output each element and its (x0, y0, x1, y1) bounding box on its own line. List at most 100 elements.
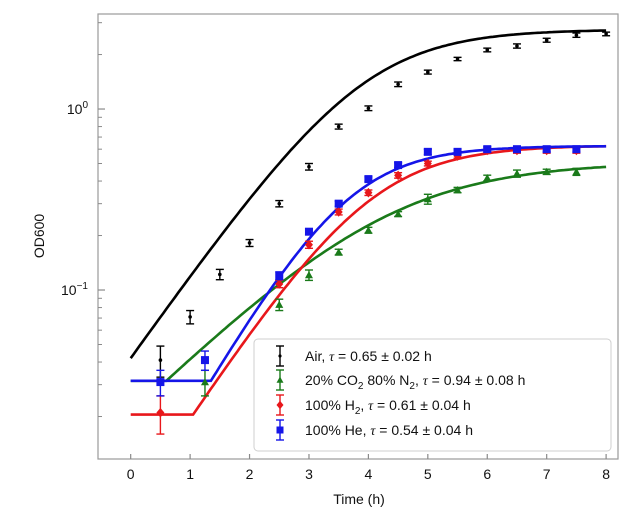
legend-air-value: = 0.65 ± 0.02 h (334, 348, 432, 364)
marker-triangle (542, 167, 551, 175)
marker-triangle (304, 271, 313, 279)
legend-marker-shape (276, 426, 284, 434)
data-point (275, 199, 284, 208)
data-point (394, 210, 403, 218)
data-point (394, 161, 403, 170)
marker-dot (158, 358, 163, 362)
data-point (542, 167, 551, 176)
marker-dot (574, 33, 579, 37)
legend-h2-value: = 0.61 ± 0.04 h (373, 397, 471, 413)
y-tick-label: 100 (67, 100, 89, 117)
legend-marker-triangle (276, 369, 284, 391)
data-point (364, 105, 373, 112)
data-point (394, 81, 403, 88)
fit-curve-air (129, 29, 607, 359)
marker-triangle (334, 248, 343, 256)
legend-co2-tau: τ (423, 374, 429, 389)
marker-diamond (394, 170, 403, 181)
marker-triangle (483, 173, 492, 182)
fit-curves (129, 29, 607, 416)
legend-n2-label: 80% N (363, 372, 409, 388)
marker-square (364, 175, 373, 184)
marker-square (572, 145, 581, 154)
marker-diamond (334, 207, 343, 217)
data-point (483, 145, 492, 154)
data-point (423, 147, 432, 156)
marker-triangle (275, 300, 284, 308)
marker-dot (604, 32, 608, 36)
legend-marker-square (276, 419, 284, 441)
legend-box (253, 338, 612, 452)
marker-triangle (572, 167, 581, 175)
marker-dot (277, 201, 282, 206)
x-tick-label: 2 (246, 466, 254, 482)
x-tick-label: 0 (127, 466, 135, 482)
data-point (334, 123, 343, 130)
data-point (483, 47, 492, 53)
legend-marker-dot (276, 345, 284, 367)
y-tick-exponent: 0 (82, 100, 88, 111)
legend-marker-diamond (276, 394, 284, 416)
marker-diamond (156, 407, 165, 418)
data-point (186, 309, 195, 325)
data-point (542, 145, 551, 154)
data-point (572, 32, 581, 39)
marker-dot (455, 57, 460, 61)
marker-triangle (394, 210, 403, 218)
marker-square (483, 145, 492, 154)
data-point (364, 226, 373, 234)
marker-square (542, 145, 551, 154)
legend-co2-comma: , (415, 372, 423, 388)
legend-h2-sub: 2 (355, 406, 361, 417)
y-axis-label: OD600 (31, 214, 47, 259)
marker-triangle (364, 226, 373, 234)
marker-square (156, 378, 165, 387)
legend-h2-comma: , (360, 397, 368, 413)
x-tick-label: 6 (483, 466, 491, 482)
data-points (156, 31, 611, 435)
data-point (512, 43, 521, 49)
marker-triangle (453, 185, 462, 194)
marker-dot (426, 70, 430, 74)
legend-marker-shape (278, 354, 282, 358)
legend-he-value: = 0.54 ± 0.04 h (375, 422, 473, 438)
x-axis-ticks: 0 1 2 3 4 5 6 7 8 (127, 454, 610, 482)
data-point (512, 169, 521, 178)
marker-square (275, 271, 284, 280)
legend-co2-sub: 2 (358, 381, 364, 392)
legend-marker-shape (276, 400, 284, 410)
data-point (215, 268, 224, 281)
data-point (542, 37, 551, 43)
legend-entry-co2-n2: 20% CO2 80% N2, τ = 0.94 ± 0.08 h (305, 372, 525, 392)
marker-dot (515, 44, 519, 48)
legend-co2-label: 20% CO (305, 372, 358, 388)
marker-diamond (275, 279, 284, 289)
fit-curve-100-h2 (130, 144, 607, 416)
x-tick-label: 4 (365, 466, 373, 482)
marker-square (423, 147, 432, 156)
marker-triangle (423, 195, 432, 203)
marker-square (304, 227, 313, 236)
data-point (304, 269, 313, 282)
legend-co2-value: = 0.94 ± 0.08 h (428, 372, 526, 388)
data-point (275, 271, 284, 281)
legend-air-label: Air, (305, 348, 329, 364)
data-point (334, 199, 343, 208)
legend: Air, τ = 0.65 ± 0.02 h 20% CO2 80% N2, τ… (253, 338, 612, 452)
legend-entry-air: Air, τ = 0.65 ± 0.02 h (305, 348, 432, 365)
legend-marker-shape (276, 376, 284, 383)
x-tick-label: 1 (186, 466, 194, 482)
legend-entry-h2: 100% H2, τ = 0.61 ± 0.04 h (305, 397, 471, 417)
legend-markers (276, 345, 284, 441)
data-point (334, 248, 343, 256)
marker-square (334, 199, 343, 208)
data-point (304, 162, 313, 171)
legend-n2-sub: 2 (409, 381, 415, 392)
marker-square (200, 356, 209, 365)
marker-square (394, 161, 403, 170)
marker-square (512, 145, 521, 154)
data-point (453, 185, 462, 194)
data-point (602, 31, 611, 37)
marker-dot (307, 164, 311, 169)
